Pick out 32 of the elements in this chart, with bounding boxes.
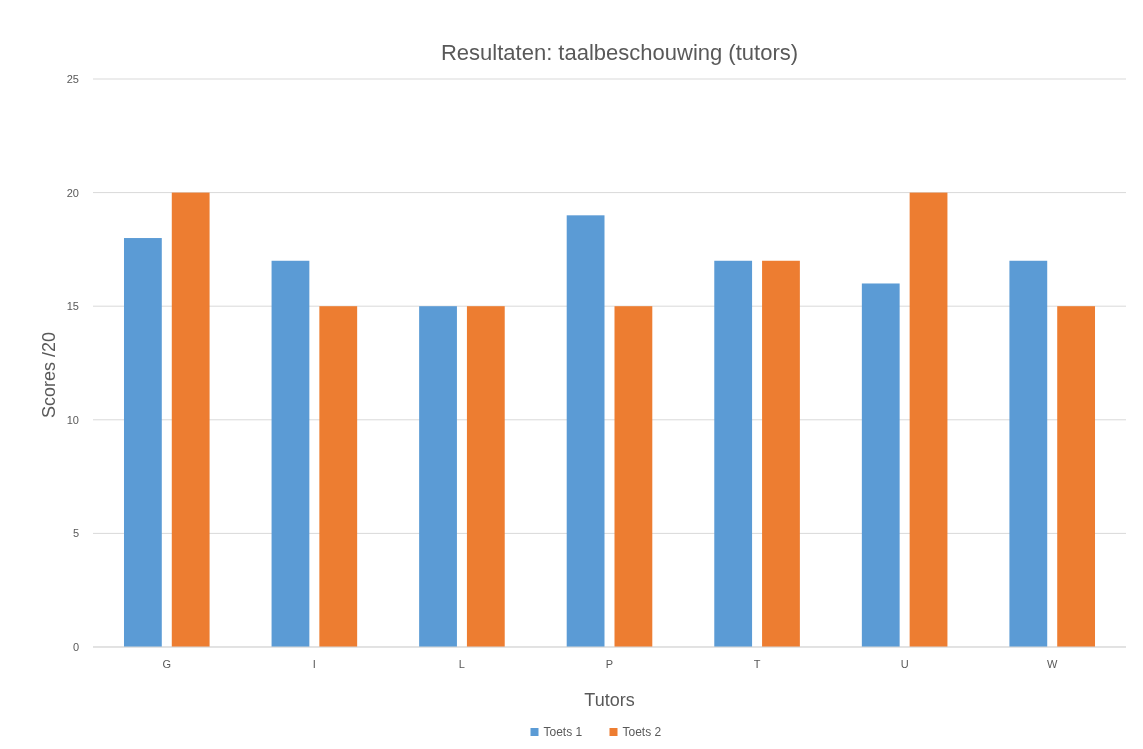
- bar: [466, 306, 505, 647]
- bar: [1057, 306, 1096, 647]
- x-tick-label: T: [753, 658, 761, 670]
- bar: [909, 192, 948, 647]
- bar: [419, 306, 457, 647]
- legend-label: Toets 1: [543, 725, 583, 739]
- chart-title: Resultaten: taalbeschouwing (tutors): [440, 40, 799, 65]
- x-tick-label: P: [605, 658, 614, 670]
- bar: [714, 260, 753, 647]
- y-axis-title: Scores /20: [39, 331, 59, 419]
- x-tick-label: U: [900, 658, 909, 670]
- bar: [319, 306, 358, 647]
- y-tick-label: 5: [72, 527, 79, 540]
- bar: [614, 306, 653, 647]
- y-tick-label: 25: [66, 73, 79, 85]
- bar: [271, 260, 310, 647]
- y-tick-label: 15: [66, 300, 79, 313]
- legend-label: Toets 2: [622, 725, 662, 739]
- x-tick-label: I: [312, 658, 316, 670]
- bar: [566, 215, 605, 647]
- y-tick-label: 20: [66, 186, 79, 199]
- x-tick-label: L: [458, 658, 465, 670]
- y-tick-label: 0: [72, 641, 79, 653]
- bar: [1009, 260, 1048, 647]
- bar: [123, 238, 162, 647]
- y-tick-label: 10: [66, 413, 79, 426]
- x-axis-title: Tutors: [584, 690, 635, 710]
- bar: [171, 192, 210, 647]
- x-tick-label: G: [162, 658, 172, 670]
- bar: [762, 260, 800, 647]
- bar: [861, 283, 900, 647]
- x-tick-label: W: [1047, 658, 1059, 670]
